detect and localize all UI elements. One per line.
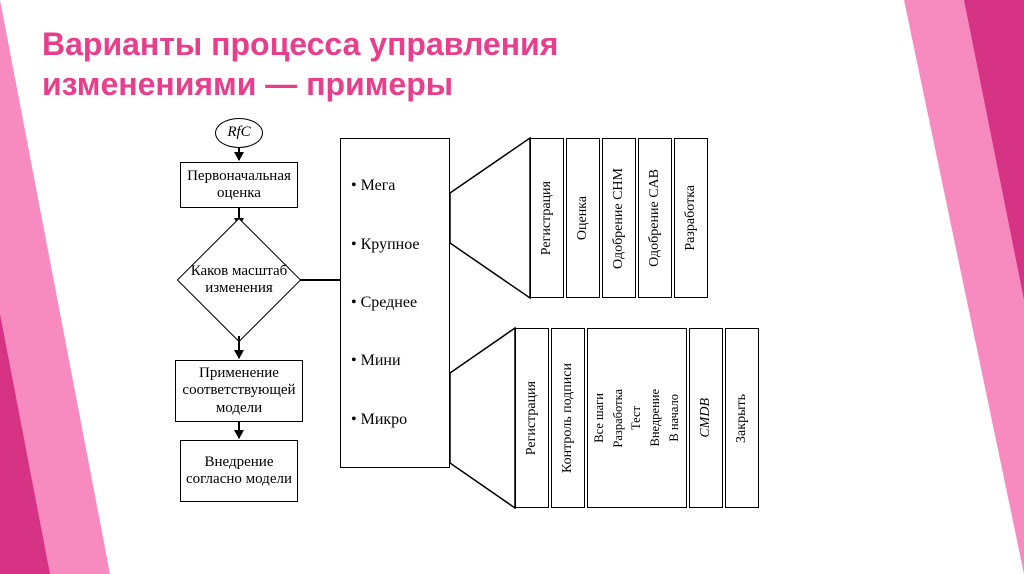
vcol-label: CMDB	[698, 398, 714, 438]
decision-scale	[177, 218, 301, 342]
scale-item: • Мега	[351, 177, 439, 195]
arrow-3	[238, 336, 240, 358]
step3-label: Внедрение согласно модели	[185, 454, 293, 489]
top-col-development: Разработка	[674, 138, 708, 298]
scale-list-box: • Мега • Крупное • Среднее • Мини • Микр…	[340, 138, 450, 468]
decor-triangle-right-inner	[964, 0, 1024, 300]
top-col-assessment: Оценка	[566, 138, 600, 298]
funnel-top	[450, 138, 530, 298]
funnel-bottom	[450, 328, 515, 508]
start-node: RfC	[215, 118, 263, 148]
bot-col-signature: Контроль подписи	[551, 328, 585, 508]
arrow-1	[238, 148, 240, 160]
vcol-label: Одобрение CAB	[647, 169, 663, 267]
connector-diamond-scale	[300, 279, 340, 281]
subcol-label: Внедрение	[648, 389, 663, 447]
vcol-label: Оценка	[575, 196, 591, 240]
step-apply-model: Применение соответствующей модели	[175, 360, 303, 422]
vcol-label: Закрыть	[734, 394, 750, 443]
subcol-label: Разработка	[611, 389, 626, 448]
scale-item: • Крупное	[351, 236, 439, 254]
top-col-registration: Регистрация	[530, 138, 564, 298]
subcol-label: Тест	[629, 406, 644, 430]
scale-item: • Среднее	[351, 294, 439, 312]
step2-label: Применение соответствующей модели	[180, 365, 298, 417]
bot-col-registration: Регистрация	[515, 328, 549, 508]
bot-col-close: Закрыть	[725, 328, 759, 508]
subcol-label: В начало	[667, 394, 682, 442]
top-col-approve-cab: Одобрение CAB	[638, 138, 672, 298]
bot-col-steps: Все шаги Разработка Тест Внедрение В нач…	[587, 328, 687, 508]
step1-label: Первоначальная оценка	[185, 168, 293, 203]
top-col-approve-chm: Одобрение CHM	[602, 138, 636, 298]
vcol-label: Одобрение CHM	[611, 168, 627, 269]
vcol-label: Регистрация	[539, 181, 555, 255]
arrow-4	[238, 422, 240, 438]
bot-col-cmdb: CMDB	[689, 328, 723, 508]
vcol-label: Регистрация	[524, 381, 540, 455]
step-initial-assessment: Первоначальная оценка	[180, 162, 298, 208]
step-implement: Внедрение согласно модели	[180, 440, 298, 502]
page-title: Варианты процесса управления изменениями…	[42, 24, 642, 104]
scale-item: • Микро	[351, 411, 439, 429]
vcol-label: Контроль подписи	[560, 363, 576, 473]
flowchart-diagram: RfC Первоначальная оценка Каков масштаб …	[145, 118, 915, 558]
start-label: RfC	[227, 124, 250, 141]
scale-item: • Мини	[351, 352, 439, 370]
vcol-label: Разработка	[683, 185, 699, 251]
decor-triangle-left-inner	[0, 314, 50, 574]
subcol-label: Все шаги	[592, 393, 607, 443]
